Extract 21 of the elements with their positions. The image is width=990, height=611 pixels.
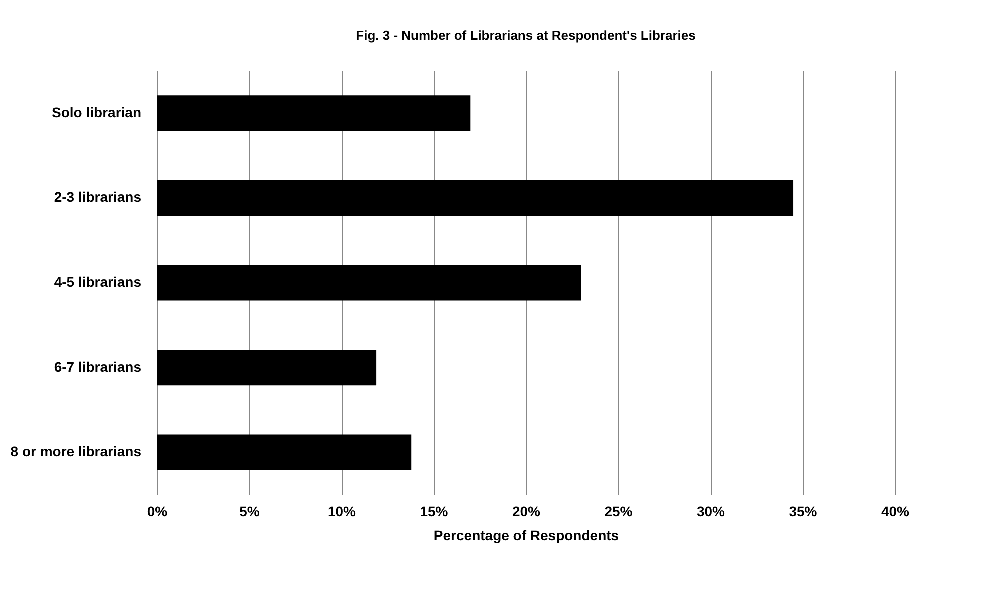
bar [157, 434, 412, 470]
x-tick-label: 35% [789, 504, 818, 520]
x-axis-title: Percentage of Respondents [434, 528, 620, 544]
x-tick-label: 25% [604, 504, 634, 520]
chart-title: Fig. 3 - Number of Librarians at Respondent's Libraries [356, 28, 696, 43]
y-tick-label: 4-5 librarians [54, 274, 142, 290]
x-tick-label: 5% [240, 504, 260, 520]
bar [157, 96, 471, 132]
x-tick-label: 15% [420, 504, 449, 520]
x-tick-label: 0% [147, 504, 168, 520]
x-tick-label: 40% [881, 504, 910, 520]
x-tick-label: 30% [696, 504, 726, 520]
bar [157, 265, 582, 301]
y-tick-label: 2-3 librarians [54, 189, 142, 206]
y-tick-label: 6-7 librarians [54, 358, 142, 375]
bar [157, 350, 377, 386]
y-tick-label: 8 or more librarians [10, 444, 142, 460]
x-tick-label: 10% [328, 504, 357, 520]
x-tick-label: 20% [512, 504, 542, 520]
y-tick-label: Solo librarian [52, 104, 142, 120]
bar [157, 180, 794, 216]
